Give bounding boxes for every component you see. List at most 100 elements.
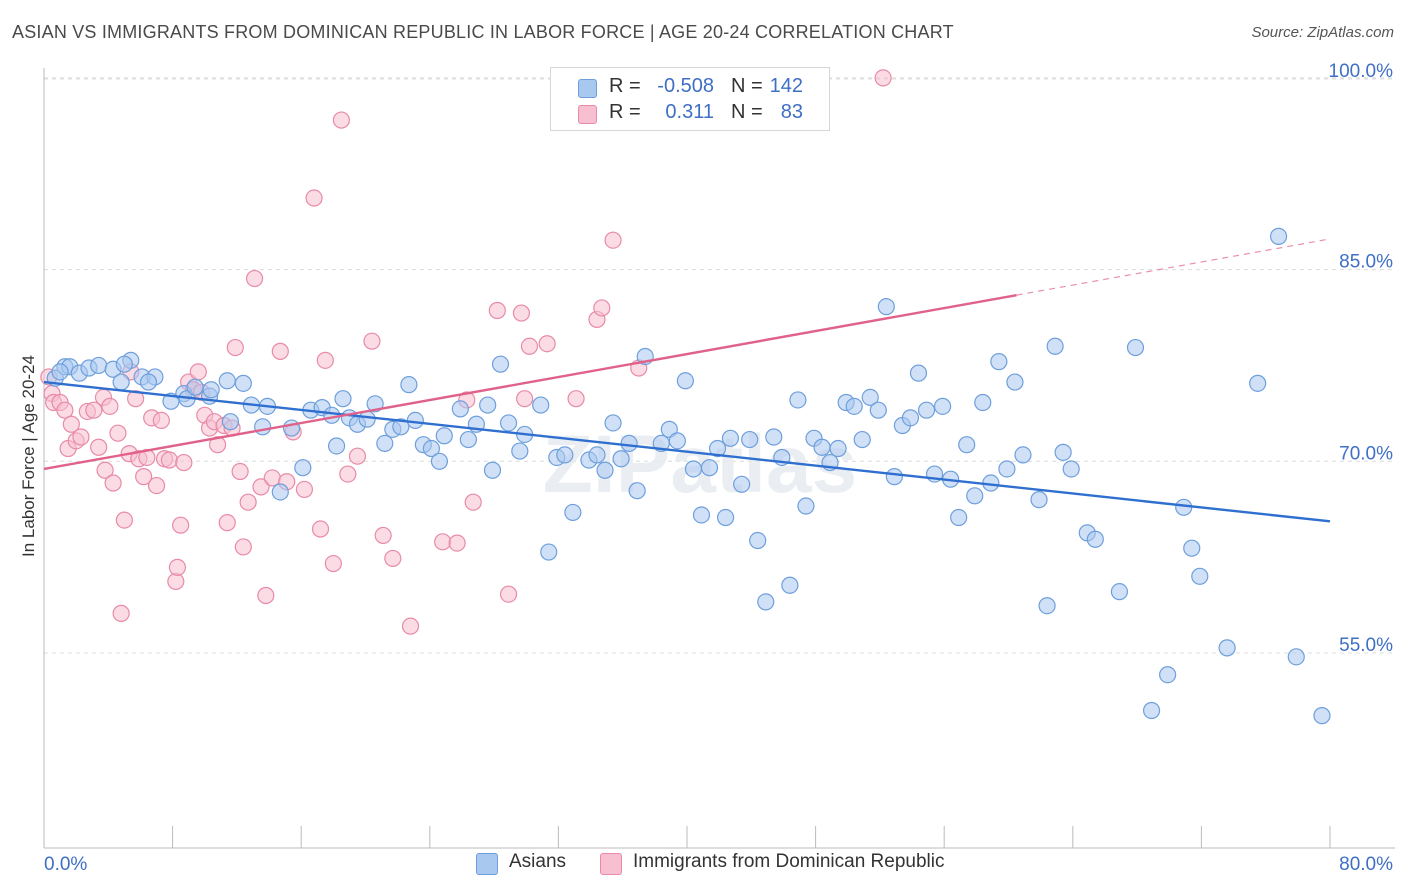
asian-point — [202, 381, 220, 399]
asian-point — [459, 430, 477, 449]
legend-r-label: R = — [609, 101, 641, 123]
asian-point — [282, 419, 301, 437]
asian-point — [1269, 227, 1288, 245]
chart-source: Source: ZipAtlas.com — [1251, 24, 1394, 41]
legend-r-value: 0.311 — [665, 101, 714, 123]
asian-point — [511, 442, 529, 460]
asian-point — [1086, 530, 1104, 548]
legend-swatch-asians — [578, 79, 597, 98]
dominican-point — [434, 533, 452, 551]
dominican-point — [239, 493, 257, 511]
dominican-trend-extension — [1016, 238, 1331, 296]
dominican-point — [520, 337, 539, 355]
asian-point — [700, 459, 719, 477]
asian-point — [813, 438, 831, 456]
dominican-point — [316, 351, 334, 369]
dominican-point — [115, 511, 133, 529]
asian-point — [115, 355, 133, 373]
dominican-point — [488, 301, 506, 320]
asian-point — [1006, 373, 1024, 391]
dominican-point — [175, 453, 193, 472]
asian-point — [435, 427, 453, 445]
asian-point — [1313, 707, 1331, 725]
asian-point — [901, 409, 920, 427]
legend-row-asians: R = -0.508 N = 142 — [551, 75, 829, 101]
asian-point — [1046, 337, 1064, 355]
dominican-point — [172, 516, 190, 534]
dominican-point — [512, 304, 531, 322]
asian-point — [234, 374, 252, 392]
asian-point — [254, 418, 272, 436]
asian-point — [966, 487, 984, 505]
asian-point — [958, 436, 976, 454]
asian-point — [668, 432, 686, 450]
asian-point — [676, 372, 694, 390]
asian-point — [692, 506, 711, 524]
dominican-point — [85, 401, 103, 419]
dominican-point — [109, 424, 127, 442]
asian-point — [620, 434, 638, 453]
dominican-point — [189, 363, 207, 381]
dominican-point — [305, 189, 323, 207]
dominican-point — [593, 299, 611, 317]
asian-point — [974, 393, 992, 412]
dominican-point — [374, 526, 392, 545]
dominican-point — [516, 390, 534, 408]
asian-point — [406, 411, 424, 430]
dominican-point — [538, 335, 556, 353]
dominican-point — [332, 111, 350, 129]
dominican-point — [245, 269, 264, 288]
bottom-legend-label-dominican: Immigrants from Dominican Republic — [633, 851, 945, 872]
asian-point — [1054, 443, 1072, 461]
y-axis-label: In Labor Force | Age 20-24 — [19, 355, 38, 557]
dominican-point — [295, 480, 314, 499]
asian-point — [422, 439, 441, 458]
asian-point — [1030, 491, 1048, 509]
dominican-point — [448, 534, 466, 552]
asian-point — [716, 508, 735, 527]
asian-point — [917, 401, 936, 419]
dominican-point — [604, 231, 622, 249]
dominican-point — [384, 549, 402, 568]
asian-point — [327, 437, 346, 455]
correlation-legend: R = -0.508 N = 142 R = 0.311 N = 83 — [550, 67, 830, 131]
asian-point — [1249, 374, 1267, 392]
asian-point — [612, 450, 630, 468]
dominican-point — [499, 585, 518, 603]
asian-point — [877, 298, 895, 316]
dominican-point — [339, 465, 357, 483]
asian-point — [564, 503, 582, 522]
asian-point — [861, 388, 879, 406]
asian-point — [1014, 446, 1032, 464]
dominican-point — [62, 415, 80, 433]
series-dominican-points — [40, 69, 892, 635]
asian-point — [853, 430, 871, 449]
dominican-point — [167, 572, 185, 591]
dominican-point — [271, 342, 289, 360]
dominican-point — [226, 338, 244, 357]
asian-point — [479, 396, 497, 414]
asian-point — [765, 428, 783, 446]
asian-point — [1038, 597, 1056, 615]
asian-point — [1142, 701, 1161, 720]
asian-point — [400, 376, 418, 394]
asian-point — [628, 482, 646, 500]
asian-point — [604, 414, 622, 432]
y-tick-labels: 55.0% 70.0% 85.0% 100.0% — [1329, 61, 1394, 656]
asian-point — [1191, 567, 1209, 585]
dominican-point — [263, 469, 281, 487]
asian-point — [376, 434, 394, 453]
dominican-point — [363, 332, 381, 350]
bottom-legend-label-asians: Asians — [509, 851, 567, 872]
chart-title: ASIAN VS IMMIGRANTS FROM DOMINICAN REPUB… — [12, 22, 954, 42]
asian-point — [218, 372, 236, 390]
asian-point — [392, 418, 410, 436]
dominican-point — [147, 476, 166, 495]
dominican-point — [112, 604, 130, 622]
dominican-point — [90, 438, 108, 456]
legend-swatch-dominican — [578, 105, 597, 124]
asian-point — [998, 460, 1016, 478]
asian-point — [869, 401, 887, 419]
asian-point — [596, 461, 614, 479]
